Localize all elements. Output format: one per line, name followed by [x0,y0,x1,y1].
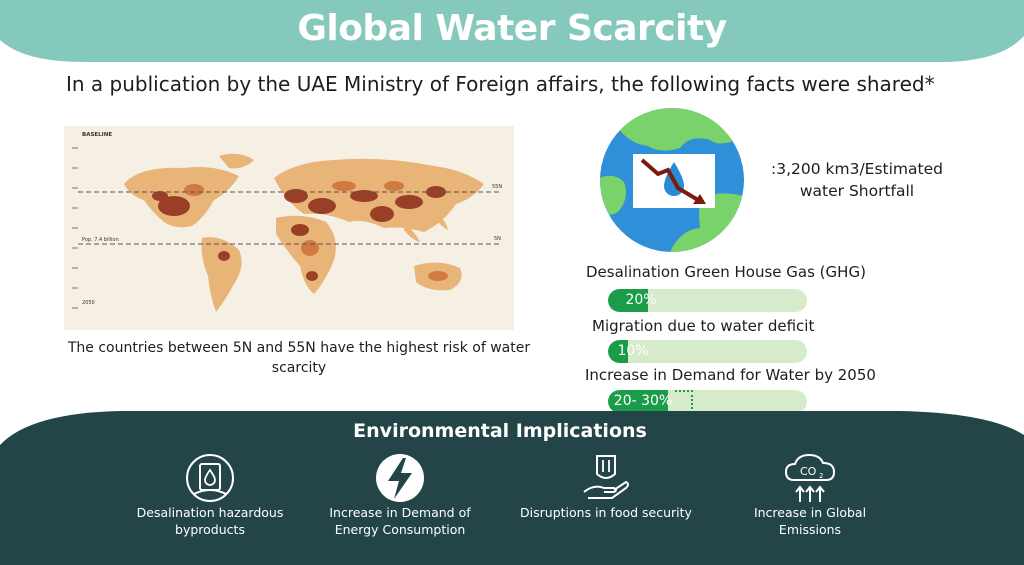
env-label: Energy Consumption [334,522,466,537]
progress-bar-demand: 20- 30% [608,390,807,413]
co2-cloud-icon: CO 2 [784,453,836,502]
env-label: Increase in Global [753,505,867,520]
stat-label-demand: Increase in Demand for Water by 2050 [585,366,876,384]
stat-label-ghg: Desalination Green House Gas (GHG) [586,263,866,281]
env-item-hazardous: Desalination hazardous byproducts [120,452,300,538]
world-map-image: BASELINE 55N 5N Pop. 7.4 billion 2050 [64,126,514,330]
year-label: 2050 [82,300,95,306]
map-caption: The countries between 5N and 55N have th… [67,340,531,376]
environmental-band [0,411,1024,565]
lightning-icon [376,454,424,502]
env-item-food: Disruptions in food security [516,452,696,521]
env-item-energy: Increase in Demand of Energy Consumption [310,452,490,538]
lat-5n-label: 5N [494,236,501,242]
progress-fill [608,340,628,363]
svg-text:CO: CO [800,465,817,478]
progress-bar-migration: 10% [608,340,807,363]
shortfall-label: water Shortfall [799,182,915,200]
shortfall-value: :3,200 km3/Estimated [771,160,943,178]
map-header: BASELINE [82,132,112,138]
progress-fill [608,289,648,312]
title-banner [0,0,1024,62]
svg-text:2: 2 [819,472,823,480]
env-label: byproducts [175,522,245,537]
env-label: Desalination hazardous [136,505,284,520]
shortfall-stat: :3,200 km3/Estimated water Shortfall [762,158,952,202]
environmental-title: Environmental Implications [353,420,647,442]
water-drop-decline-icon [600,108,744,252]
page-title: Global Water Scarcity [297,8,727,49]
env-label: Emissions [778,522,842,537]
stat-label-migration: Migration due to water deficit [592,317,815,335]
world-map-panel: BASELINE 55N 5N Pop. 7.4 billion 2050 [64,126,514,330]
food-hand-icon [583,455,629,499]
population-label: Pop. 7.4 billion [82,237,119,243]
env-label: Increase in Demand of [329,505,471,520]
progress-value: 10% [617,343,649,359]
progress-bar-ghg: 20% [608,289,807,312]
env-label: Disruptions in food security [520,505,692,520]
lat-55n-label: 55N [492,184,502,190]
hazard-barrel-icon [186,454,234,502]
subtitle: In a publication by the UAE Ministry of … [66,72,935,96]
progress-value: 20- 30% [613,393,673,409]
env-item-emissions: CO 2 Increase in Global Emissions [720,452,900,538]
progress-fill [608,390,668,413]
progress-value: 20% [625,292,657,308]
